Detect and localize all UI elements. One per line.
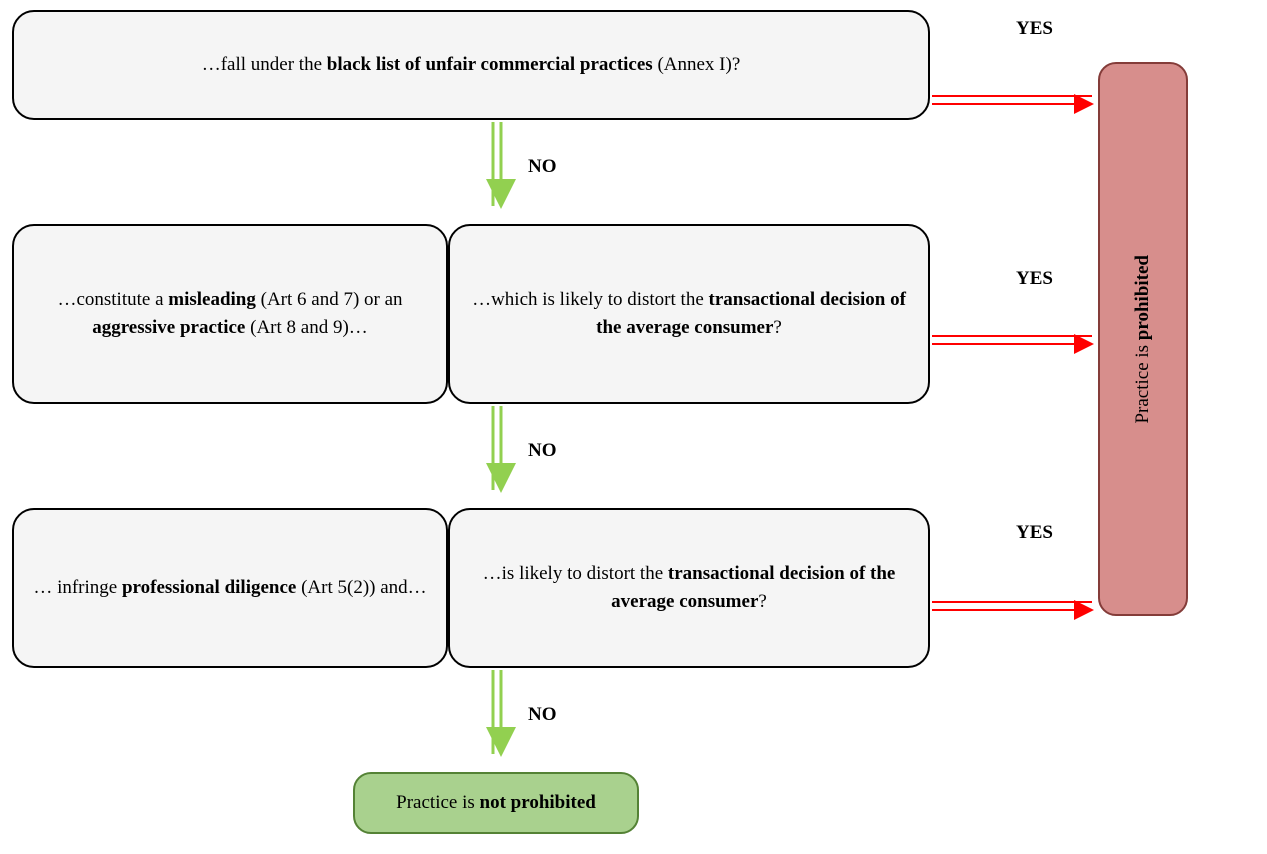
label-yes-3: YES [1016, 522, 1053, 544]
arrow-no-1 [493, 122, 501, 206]
question-text: …constitute a misleading (Art 6 and 7) o… [32, 286, 428, 343]
question-text: …is likely to distort the transactional … [468, 560, 910, 617]
arrow-no-2 [493, 406, 501, 490]
label-no-1: NO [528, 156, 557, 178]
arrow-yes-1 [932, 96, 1092, 104]
question-distort-1: …which is likely to distort the transact… [448, 224, 930, 404]
outcome-prohibited: Practice is prohibited [1098, 62, 1188, 616]
question-text: …fall under the black list of unfair com… [202, 51, 741, 80]
arrow-yes-2 [932, 336, 1092, 344]
outcome-not-prohibited: Practice is not prohibited [353, 772, 639, 834]
question-misleading-aggressive: …constitute a misleading (Art 6 and 7) o… [12, 224, 448, 404]
outcome-text: Practice is not prohibited [396, 789, 596, 818]
arrow-yes-3 [932, 602, 1092, 610]
arrow-no-3 [493, 670, 501, 754]
label-no-3: NO [528, 704, 557, 726]
label-yes-2: YES [1016, 268, 1053, 290]
arrows-layer [0, 0, 1267, 854]
question-professional-diligence: … infringe professional diligence (Art 5… [12, 508, 448, 668]
label-no-2: NO [528, 440, 557, 462]
question-black-list: …fall under the black list of unfair com… [12, 10, 930, 120]
outcome-text: Practice is prohibited [1129, 255, 1158, 424]
label-yes-1: YES [1016, 18, 1053, 40]
question-text: …which is likely to distort the transact… [468, 286, 910, 343]
question-distort-2: …is likely to distort the transactional … [448, 508, 930, 668]
question-text: … infringe professional diligence (Art 5… [33, 574, 426, 603]
